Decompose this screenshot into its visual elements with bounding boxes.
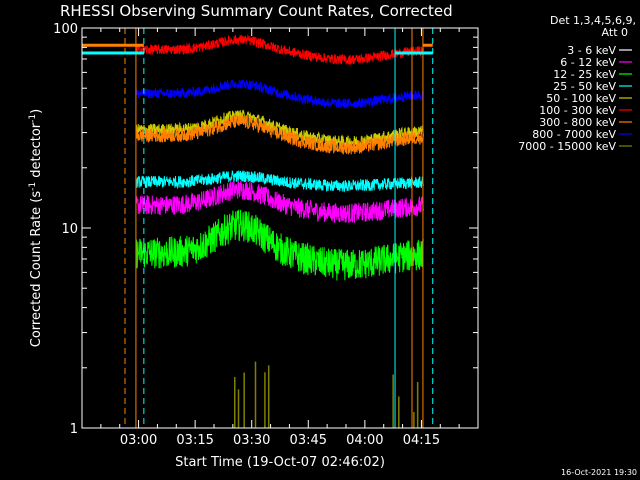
plot-frame [81,27,479,429]
x-axis-label: Start Time (19-Oct-07 02:46:02) [175,455,385,470]
chart-title: RHESSI Observing Summary Count Rates, Co… [60,2,453,20]
y-tick-label-10: 10 [61,222,78,237]
legend-label-8: 7000 - 15000 keV [518,140,616,153]
timestamp-stamp: 16-Oct-2021 19:30 [561,468,637,477]
y-axis-label-sup1: -1 [28,182,38,191]
legend-label-0: 3 - 6 keV [567,44,616,57]
y-axis-label: Corrected Count Rate (s-1 detector-1) [28,109,44,347]
series-12-25-kev [135,209,424,281]
legend-label-2: 12 - 25 keV [553,68,616,81]
y-axis-label-end: ) [29,109,44,114]
axis-ticks: 1 10 100 03:00 03:15 03:30 03:45 04:00 04:15 [53,22,479,448]
x-tick-label-0400: 04:00 [346,433,383,448]
x-tick-label-0315: 03:15 [176,433,213,448]
series-800-7000-kev [135,79,424,109]
series-6-12-kev [135,180,424,223]
legend-label-6: 300 - 800 keV [539,116,616,129]
series-100-300-kev [136,34,424,66]
x-tick-label-0345: 03:45 [290,433,327,448]
x-tick-label-0330: 03:30 [233,433,270,448]
x-tick-label-0300: 03:00 [120,433,157,448]
legend-label-3: 25 - 50 keV [553,80,616,93]
y-axis-label-main: Corrected Count Rate (s [29,191,44,348]
y-tick-label-100: 100 [53,22,78,37]
legend-label-4: 50 - 100 keV [546,92,616,105]
y-axis-label-sup2: -1 [28,114,38,123]
data-layer [82,28,434,428]
legend-label-5: 100 - 300 keV [539,104,616,117]
legend-header-line2: Att 0 [602,26,628,39]
plot-border [81,27,479,429]
series-300-800-kev [135,113,424,155]
legend-label-1: 6 - 12 keV [560,56,616,69]
legend-label-7: 800 - 7000 keV [532,128,616,141]
legend-header-line1: Det 1,3,4,5,6,9, [550,14,636,27]
series-25-50-kev [135,170,424,193]
y-axis-label-mid: detector [29,122,44,182]
series-3-6-kev [135,244,424,326]
x-tick-label-0415: 04:15 [403,433,440,448]
y-tick-label-1: 1 [70,422,78,437]
